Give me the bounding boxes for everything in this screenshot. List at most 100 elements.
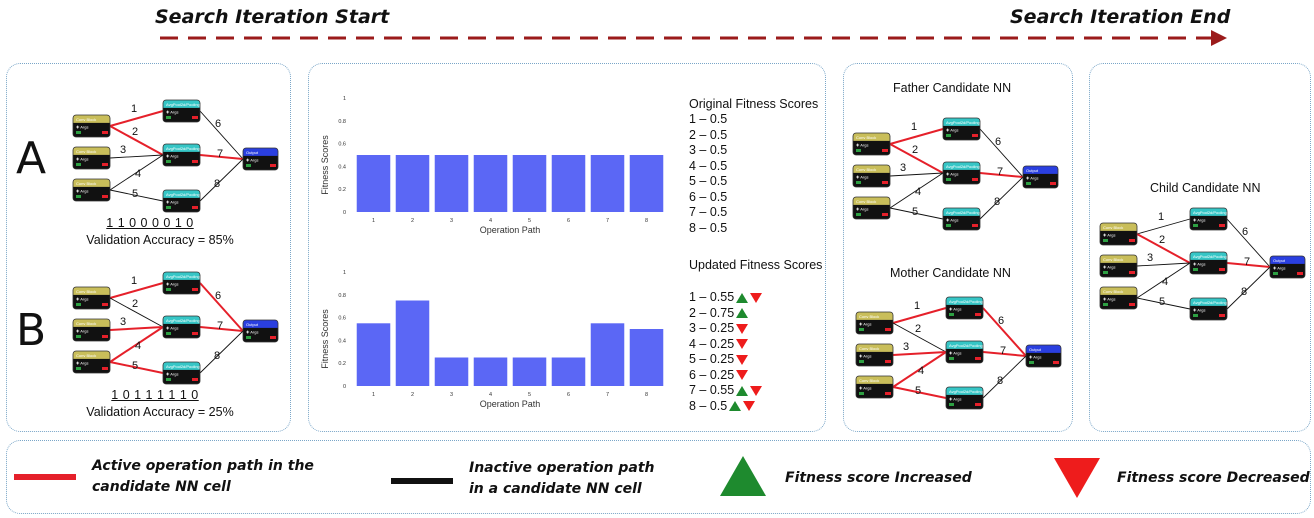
input-block-title: Conv Block — [76, 289, 96, 294]
updated-score-6: 6 – 0.25 — [689, 368, 762, 384]
mid-block-args: ✚ Args — [166, 200, 178, 205]
path-label-3: 3 — [903, 341, 909, 353]
path-label-7: 7 — [217, 148, 223, 160]
original-score-6: 6 – 0.5 — [689, 189, 728, 204]
operation-path-7 — [199, 326, 244, 332]
original-ytick: 1 — [343, 96, 346, 102]
updated-xtick-1: 1 — [372, 392, 375, 398]
in-port-icon — [856, 181, 861, 184]
path-label-3: 3 — [900, 162, 906, 174]
out-port-icon — [192, 378, 198, 381]
in-port-icon — [949, 403, 954, 406]
operation-path-1 — [109, 282, 164, 299]
active-path-label-line2: candidate NN cell — [92, 479, 231, 495]
output-block-title: Output — [1026, 168, 1039, 173]
in-port-icon — [76, 367, 81, 370]
in-port-icon — [1029, 361, 1034, 364]
operation-path-8 — [982, 355, 1027, 399]
output-block: Output ✚ Args — [1269, 255, 1306, 279]
out-port-icon — [882, 181, 888, 184]
input-block-title: Conv Block — [1103, 289, 1123, 294]
inactive-path-label: Inactive operation path in a candidate N… — [469, 458, 654, 500]
original-bar-1 — [356, 155, 391, 212]
operation-path-3 — [892, 351, 947, 356]
operation-path-3 — [109, 154, 164, 159]
increase-triangle-icon — [720, 456, 766, 496]
path-label-8: 8 — [994, 196, 1000, 208]
updated-score-text: 4 – 0.25 — [689, 336, 735, 351]
operation-path-4 — [1136, 262, 1191, 299]
in-port-icon — [946, 134, 951, 137]
in-port-icon — [246, 164, 251, 167]
input-block-args: ✚ Args — [76, 297, 88, 302]
mid-block-title: AvgPool2d/Pooling — [166, 364, 200, 369]
in-port-icon — [859, 392, 864, 395]
out-port-icon — [102, 195, 108, 198]
path-label-8: 8 — [214, 350, 220, 362]
original-xtick-1: 1 — [372, 218, 375, 224]
candidate-b-network: 1 234 5 6 7 8 Conv Block ✚ Args Conv Block ✚ Args… — [72, 271, 279, 385]
operation-path-7 — [979, 172, 1024, 178]
input-block-args: ✚ Args — [859, 386, 871, 391]
updated-bar-1 — [356, 323, 391, 386]
in-port-icon — [1103, 271, 1108, 274]
out-port-icon — [192, 332, 198, 335]
operation-path-5 — [109, 361, 164, 374]
path-label-5: 5 — [912, 206, 918, 218]
updated-bar-3 — [434, 357, 469, 386]
output-block-title: Output — [1029, 347, 1042, 352]
decrease-arrow-icon — [750, 292, 763, 303]
original-bar-7 — [590, 155, 625, 212]
path-label-5: 5 — [915, 385, 921, 397]
decrease-triangle-icon — [1054, 458, 1100, 498]
operation-path-2 — [109, 297, 164, 328]
path-label-7: 7 — [1244, 256, 1250, 268]
operation-path-3 — [889, 172, 944, 177]
input-block-args: ✚ Args — [859, 354, 871, 359]
out-port-icon — [102, 367, 108, 370]
mid-block-title: AvgPool2d/Pooling — [166, 318, 200, 323]
in-port-icon — [1273, 272, 1278, 275]
mid-block-title: AvgPool2d/Pooling — [1193, 254, 1227, 259]
decrease-arrow-icon — [736, 370, 749, 381]
in-port-icon — [76, 335, 81, 338]
input-block-title: Conv Block — [76, 321, 96, 326]
updated-scores-title: Updated Fitness Scores — [689, 258, 823, 272]
increase-arrow-icon — [736, 292, 749, 303]
input-block-title: Conv Block — [76, 149, 96, 154]
original-fitness-chart: 0 0.2 0.4 0.6 0.8 1 1 2 3 4 5 6 7 8 Operation Path Fitn… — [320, 96, 664, 235]
updated-ytick: 0.8 — [338, 293, 346, 299]
mid-block-title: AvgPool2d/Pooling — [949, 299, 983, 304]
updated-ytick: 0 — [343, 384, 346, 390]
updated-score-text: 3 – 0.25 — [689, 321, 735, 335]
out-port-icon — [102, 131, 108, 134]
candidate-b-letter: B — [16, 305, 47, 356]
mid-block: AvgPool2d/Pooling ✚ Args — [942, 207, 981, 231]
in-port-icon — [166, 206, 171, 209]
path-label-6: 6 — [215, 118, 221, 130]
output-block: Output ✚ Args — [1025, 344, 1062, 368]
path-label-4: 4 — [1162, 276, 1168, 288]
original-ytick: 0.2 — [338, 187, 346, 193]
updated-score-text: 6 – 0.25 — [689, 367, 735, 382]
out-port-icon — [975, 313, 981, 316]
input-block-args: ✚ Args — [76, 189, 88, 194]
mid-block: AvgPool2d/Pooling ✚ Args — [945, 296, 984, 320]
in-port-icon — [166, 160, 171, 163]
out-port-icon — [972, 224, 978, 227]
inactive-path-swatch — [391, 478, 453, 484]
mid-block: AvgPool2d/Pooling ✚ Args — [1189, 251, 1228, 275]
iteration-start-label: Search Iteration Start — [155, 6, 390, 28]
out-port-icon — [270, 164, 276, 167]
updated-score-7: 7 – 0.55 — [689, 383, 763, 399]
out-port-icon — [1129, 239, 1135, 242]
original-score-1: 1 – 0.5 — [689, 112, 728, 126]
in-port-icon — [949, 357, 954, 360]
legend-panel — [6, 440, 1311, 514]
path-label-1: 1 — [131, 275, 137, 287]
in-port-icon — [859, 360, 864, 363]
out-port-icon — [270, 336, 276, 339]
original-xtick-6: 6 — [567, 218, 570, 224]
path-label-4: 4 — [135, 340, 141, 352]
mid-block-title: AvgPool2d/Pooling — [166, 192, 200, 197]
